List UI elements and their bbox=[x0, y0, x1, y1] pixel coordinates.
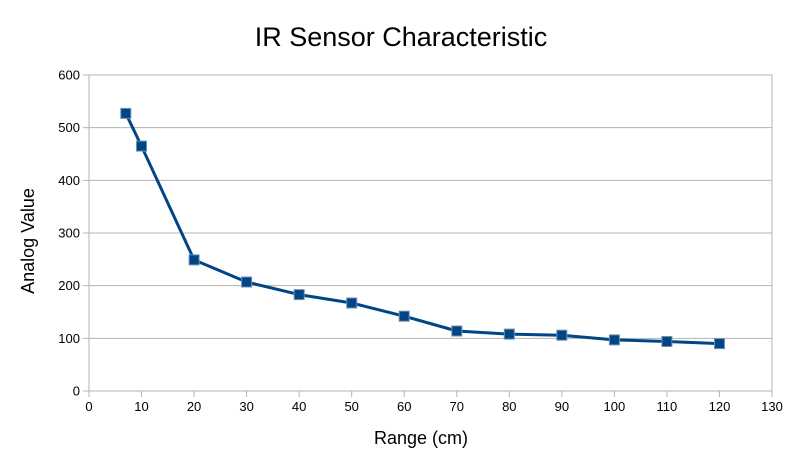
data-point-marker bbox=[556, 329, 568, 341]
series-line bbox=[124, 111, 721, 346]
x-tick-label: 60 bbox=[397, 399, 411, 414]
y-tick-label: 100 bbox=[58, 331, 80, 346]
x-tick-label: 40 bbox=[292, 399, 306, 414]
data-point-marker bbox=[714, 338, 725, 350]
x-tick-label: 20 bbox=[187, 399, 201, 414]
x-tick-label: 70 bbox=[450, 399, 464, 414]
data-point-marker bbox=[136, 140, 147, 152]
x-axis-label: Range (cm) bbox=[374, 428, 468, 448]
data-point-marker bbox=[661, 336, 673, 347]
x-tick-label: 0 bbox=[85, 399, 92, 414]
x-tick-label: 30 bbox=[239, 399, 253, 414]
y-axis-ticks: 0 100 200 300 400 500 600 bbox=[58, 68, 89, 399]
y-tick-label: 0 bbox=[73, 384, 80, 399]
x-tick-label: 100 bbox=[604, 399, 626, 414]
x-tick-label: 50 bbox=[344, 399, 358, 414]
chart-title: IR Sensor Characteristic bbox=[255, 22, 548, 52]
x-tick-label: 120 bbox=[709, 399, 731, 414]
y-tick-label: 500 bbox=[58, 120, 80, 135]
data-point-marker bbox=[608, 334, 620, 346]
data-series bbox=[120, 107, 725, 350]
y-tick-label: 600 bbox=[58, 68, 80, 83]
x-tick-label: 90 bbox=[555, 399, 569, 414]
data-point-marker bbox=[346, 297, 358, 309]
x-tick-label: 130 bbox=[761, 399, 783, 414]
data-point-marker bbox=[120, 107, 132, 119]
y-tick-label: 300 bbox=[58, 226, 80, 241]
data-point-marker bbox=[188, 254, 200, 266]
data-point-marker bbox=[398, 310, 410, 322]
y-tick-label: 400 bbox=[58, 173, 80, 188]
data-point-marker bbox=[241, 276, 253, 288]
data-point-marker bbox=[503, 328, 515, 340]
x-axis-ticks: 0 10 20 30 40 50 60 70 80 90 100 110 120 130 bbox=[85, 391, 783, 414]
x-tick-label: 110 bbox=[657, 399, 678, 414]
x-tick-label: 10 bbox=[134, 399, 148, 414]
data-point-marker bbox=[451, 325, 463, 337]
gridlines bbox=[89, 127, 772, 339]
data-point-marker bbox=[293, 289, 305, 301]
y-axis-label: Analog Value bbox=[18, 188, 38, 294]
x-tick-label: 80 bbox=[502, 399, 516, 414]
y-tick-label: 200 bbox=[58, 278, 80, 293]
